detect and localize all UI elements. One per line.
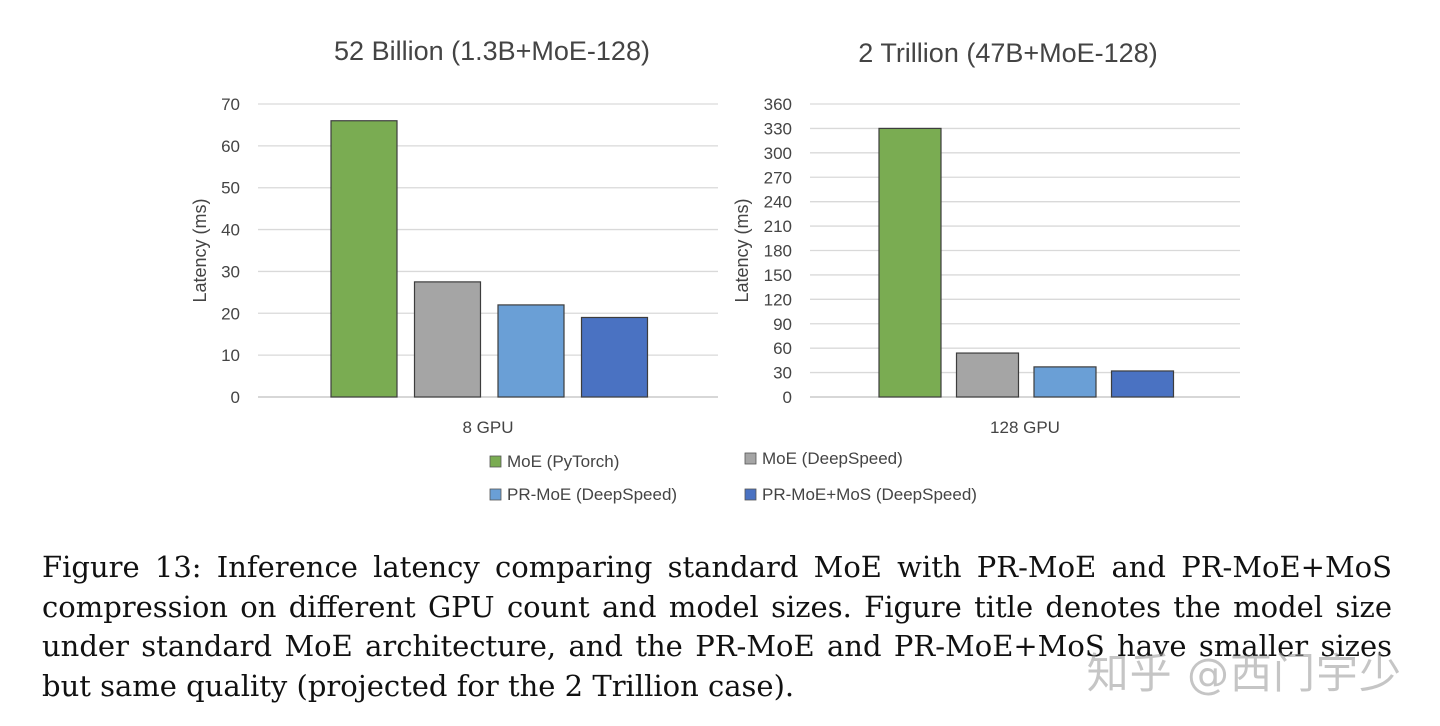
chart-title-0: 52 Billion (1.3B+MoE-128) [334, 36, 650, 66]
y-tick-label-1-12: 360 [764, 95, 792, 114]
figure-charts: 52 Billion (1.3B+MoE-128) 0 10 20 30 40 50 60 70… [190, 36, 1240, 504]
y-axis-label-0: Latency (ms) [190, 198, 210, 302]
x-axis-label-1: 128 GPU [990, 418, 1060, 437]
bar-1-3 [1110, 370, 1175, 398]
figure-caption: Figure 13: Inference latency comparing s… [42, 550, 1392, 703]
legend-swatch-1 [744, 452, 757, 465]
bar-1-2 [1033, 366, 1097, 398]
legend-swatch-0 [489, 455, 502, 468]
legend-label-0: MoE (PyTorch) [507, 452, 619, 471]
y-tick-label-1-0: 0 [783, 388, 792, 407]
y-tick-label-0-4: 40 [221, 221, 240, 240]
bar-1-0 [878, 127, 942, 398]
y-tick-label-1-5: 150 [764, 266, 792, 285]
y-tick-label-0-2: 20 [221, 304, 240, 323]
bar-1-1 [955, 352, 1020, 398]
x-axis-label-0: 8 GPU [462, 418, 513, 437]
y-tick-label-1-6: 180 [764, 242, 792, 261]
y-tick-label-1-8: 240 [764, 193, 792, 212]
y-tick-label-1-1: 30 [773, 364, 792, 383]
y-tick-label-0-7: 70 [221, 95, 240, 114]
watermark: 知乎 @西门宇少 [1086, 649, 1402, 698]
legend-label-2: PR-MoE (DeepSpeed) [507, 485, 677, 504]
bar-0-2 [497, 304, 565, 398]
bar-0-1 [413, 281, 482, 398]
legend-label-3: PR-MoE+MoS (DeepSpeed) [762, 485, 977, 504]
chart-title-1: 2 Trillion (47B+MoE-128) [858, 38, 1157, 68]
y-tick-label-0-5: 50 [221, 179, 240, 198]
y-tick-label-0-1: 10 [221, 346, 240, 365]
y-tick-label-0-6: 60 [221, 137, 240, 156]
y-tick-label-0-0: 0 [231, 388, 240, 407]
bar-0-3 [580, 316, 649, 398]
y-tick-label-1-4: 120 [764, 290, 792, 309]
legend-label-1: MoE (DeepSpeed) [762, 449, 903, 468]
y-tick-label-1-11: 330 [764, 119, 792, 138]
legend-swatch-2 [489, 488, 502, 501]
y-tick-label-1-3: 90 [773, 315, 792, 334]
y-tick-label-1-10: 300 [764, 144, 792, 163]
y-tick-label-1-7: 210 [764, 217, 792, 236]
legend-swatch-3 [744, 488, 757, 501]
y-tick-label-0-3: 30 [221, 262, 240, 281]
y-axis-label-1: Latency (ms) [732, 198, 752, 302]
bar-0-0 [330, 120, 398, 398]
y-tick-label-1-9: 270 [764, 168, 792, 187]
y-tick-label-1-2: 60 [773, 339, 792, 358]
